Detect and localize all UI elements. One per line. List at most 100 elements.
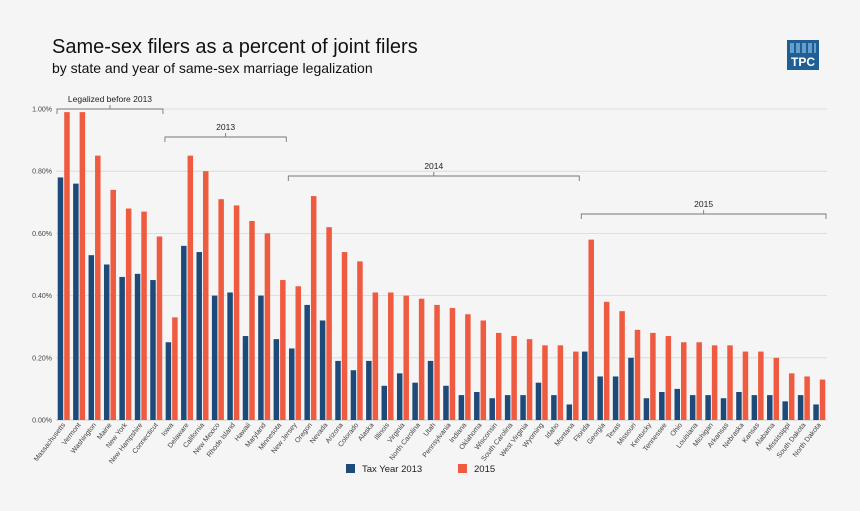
bar-2015 xyxy=(742,351,749,420)
bar-2013 xyxy=(458,395,465,420)
bar-2013 xyxy=(181,245,187,420)
bar-2013 xyxy=(196,252,202,420)
bars xyxy=(57,112,826,421)
group-label: 2015 xyxy=(694,199,713,209)
tpc-logo: TPC xyxy=(787,40,819,70)
group-label: Legalized before 2013 xyxy=(68,94,152,104)
bar-2015 xyxy=(326,227,332,420)
bar-2013 xyxy=(551,395,557,420)
bar-2015 xyxy=(64,112,70,421)
bar-2013 xyxy=(581,351,588,420)
bar-2015 xyxy=(141,211,147,420)
bar-2013 xyxy=(689,395,696,420)
bar-2013 xyxy=(88,255,95,420)
y-tick-label: 0.40% xyxy=(32,293,52,300)
bar-2013 xyxy=(489,398,495,420)
bar-2013 xyxy=(612,376,619,420)
bar-2013 xyxy=(211,295,218,420)
bar-2015 xyxy=(341,252,348,420)
group-brackets: Legalized before 2013 2013 2014 2015 xyxy=(56,94,827,219)
bar-2013 xyxy=(751,395,758,420)
x-tick-label: Iowa xyxy=(161,422,176,438)
bar-2013 xyxy=(366,360,372,420)
group-bracket xyxy=(164,136,287,142)
bar-2015 xyxy=(804,376,810,420)
bar-2013 xyxy=(674,388,681,420)
bar-2015 xyxy=(650,332,656,420)
logo-grid-icon xyxy=(790,43,816,53)
bar-2013 xyxy=(227,292,233,420)
bar-2015 xyxy=(357,261,363,420)
group-bracket xyxy=(56,108,164,114)
bar-2013 xyxy=(504,395,511,420)
bar-2013 xyxy=(273,339,280,420)
bar-2013 xyxy=(165,342,172,420)
bar-2015 xyxy=(110,189,116,420)
bar-2015 xyxy=(573,351,579,420)
bar-2013 xyxy=(73,183,79,420)
bar-2015 xyxy=(372,292,379,420)
bar-2013 xyxy=(767,395,773,420)
bar-2013 xyxy=(659,392,665,420)
bar-2015 xyxy=(588,239,594,420)
bar-2013 xyxy=(813,404,819,420)
bar-2015 xyxy=(187,155,194,420)
bar-2015 xyxy=(696,342,702,420)
x-tick-label: Alaska xyxy=(357,422,376,443)
bar-2015 xyxy=(511,336,517,420)
bar-2015 xyxy=(480,320,487,420)
bar-2015 xyxy=(418,298,425,420)
bar-2015 xyxy=(542,345,548,420)
x-tick-label: Ohio xyxy=(669,422,684,438)
bar-2015 xyxy=(233,205,240,420)
bar-2015 xyxy=(310,196,317,420)
bar-2015 xyxy=(125,208,132,420)
bar-2015 xyxy=(280,280,286,420)
bar-2013 xyxy=(427,360,434,420)
bar-2013 xyxy=(705,395,711,420)
bar-2015 xyxy=(79,112,86,421)
bar-2013 xyxy=(566,404,573,420)
bar-2015 xyxy=(758,351,764,420)
y-tick-label: 1.00% xyxy=(32,107,52,114)
y-tick-label: 0.20% xyxy=(32,355,52,362)
bar-2013 xyxy=(797,395,804,420)
bar-2015 xyxy=(619,311,625,420)
bar-2013 xyxy=(736,392,742,420)
bar-2015 xyxy=(788,373,795,420)
bar-2013 xyxy=(119,276,125,420)
bar-2015 xyxy=(403,295,409,420)
y-tick-label: 0.80% xyxy=(32,169,52,176)
bar-2013 xyxy=(242,336,249,420)
bar-2013 xyxy=(289,348,295,420)
group-label: 2014 xyxy=(424,161,443,171)
bar-2013 xyxy=(150,280,156,420)
bar-2013 xyxy=(57,177,64,420)
bar-2013 xyxy=(782,401,788,420)
logo-text: TPC xyxy=(791,55,815,69)
bar-2015 xyxy=(249,220,255,420)
y-tick-label: 0.60% xyxy=(32,231,52,238)
y-axis-ticks: 0.00% 0.20% 0.40% 0.60% 0.80% 1.00% xyxy=(32,107,52,425)
bar-2013 xyxy=(520,395,526,420)
legend-label: Tax Year 2013 xyxy=(362,464,422,475)
bar-2013 xyxy=(258,295,264,420)
bar-2015 xyxy=(634,329,641,420)
legend: Tax Year 2013 2015 xyxy=(346,464,495,475)
bar-2013 xyxy=(474,392,480,420)
bar-2013 xyxy=(319,320,326,420)
x-tick-label: Utah xyxy=(423,422,438,438)
bar-2015 xyxy=(711,345,718,420)
legend-swatch xyxy=(346,464,355,473)
bar-2015 xyxy=(449,308,456,420)
bar-2013 xyxy=(597,376,603,420)
bar-2015 xyxy=(773,357,780,420)
bar-2015 xyxy=(202,171,209,420)
bar-2013 xyxy=(381,385,388,420)
legend-label: 2015 xyxy=(474,464,495,475)
bar-2015 xyxy=(526,339,533,420)
bar-2015 xyxy=(295,286,302,420)
bar-2015 xyxy=(819,379,826,420)
bar-2015 xyxy=(665,336,672,420)
